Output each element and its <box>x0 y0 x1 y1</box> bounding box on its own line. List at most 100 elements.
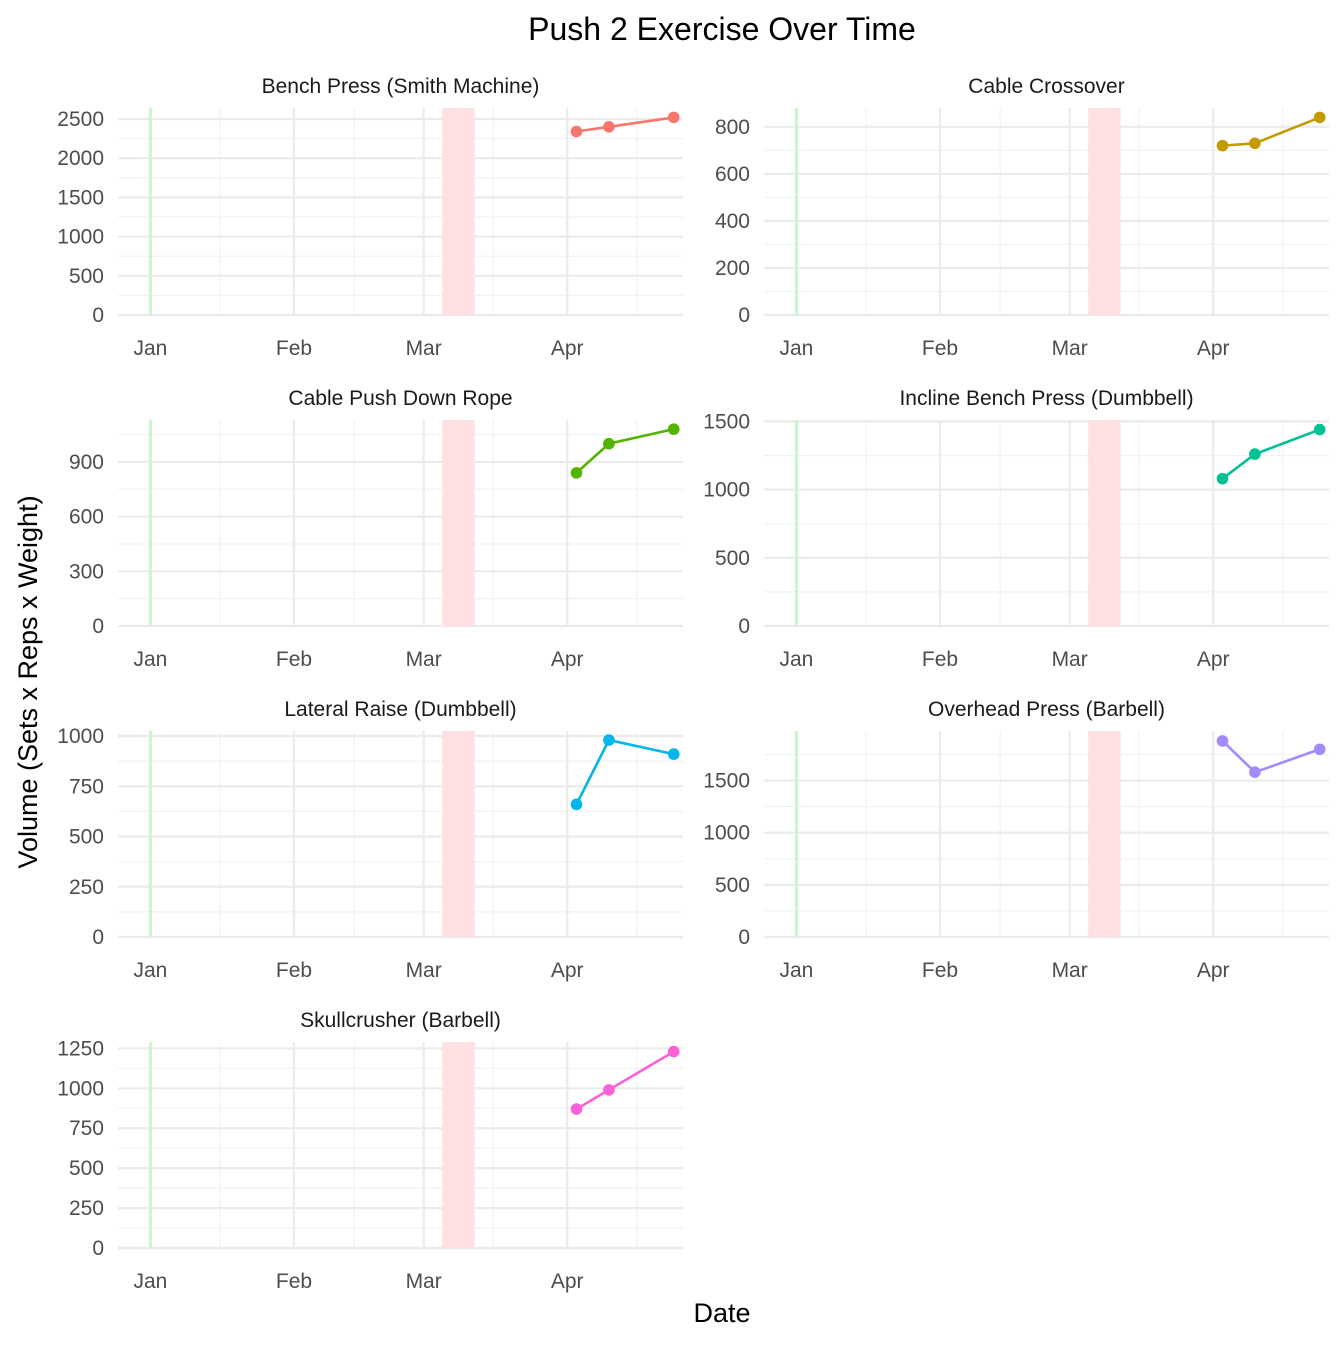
x-tick-label: Mar <box>406 1270 442 1293</box>
panel-title: Overhead Press (Barbell) <box>928 698 1165 721</box>
x-tick-label: Apr <box>551 1270 584 1293</box>
panel-overhead-press-barbell: 0 500 1000 1500 Jan Feb Mar Apr Overhead Press (… <box>703 698 1329 982</box>
x-axis-title: Date <box>693 1298 750 1328</box>
y-tick-label: 250 <box>69 1197 104 1220</box>
panel-title: Cable Crossover <box>968 75 1124 98</box>
x-tick-label: Jan <box>133 648 167 671</box>
y-tick-label: 600 <box>69 506 104 529</box>
y-tick-label: 750 <box>69 1117 104 1140</box>
y-tick-label: 1000 <box>703 822 750 845</box>
data-point <box>1249 137 1261 150</box>
x-tick-label: Apr <box>551 337 584 360</box>
shaded-region <box>148 420 152 626</box>
panel-incline-bench-press-dumbbell: 0 500 1000 1500 Jan Feb Mar Apr Incline Bench Pr… <box>703 387 1329 671</box>
panel-title: Cable Push Down Rope <box>288 387 512 410</box>
series-line <box>1221 739 1321 774</box>
series-line <box>1222 116 1321 147</box>
y-tick-label: 1500 <box>703 770 750 793</box>
shaded-region <box>442 108 475 315</box>
data-point <box>667 748 680 760</box>
data-point <box>667 423 680 435</box>
panel-title: Skullcrusher (Barbell) <box>300 1009 501 1032</box>
data-point <box>1313 743 1326 756</box>
y-tick-label: 1500 <box>57 186 104 209</box>
panel-cable-push-down-rope: 0 300 600 900 Jan Feb Mar Apr Cable Push Down Ro… <box>69 387 683 671</box>
data-point <box>570 798 583 811</box>
data-point <box>603 1084 615 1096</box>
data-point <box>1313 423 1326 436</box>
y-tick-label: 400 <box>715 210 750 233</box>
y-tick-label: 250 <box>69 876 104 899</box>
y-tick-label: 0 <box>738 304 750 327</box>
y-tick-label: 1000 <box>703 479 750 502</box>
y-tick-label: 1250 <box>57 1037 104 1060</box>
data-point <box>1249 766 1261 778</box>
y-tick-label: 0 <box>92 615 104 638</box>
y-tick-label: 1500 <box>703 410 750 433</box>
y-tick-label: 0 <box>92 1237 104 1260</box>
x-tick-label: Jan <box>133 959 167 982</box>
x-tick-label: Mar <box>406 648 442 671</box>
x-tick-label: Jan <box>133 337 167 360</box>
chart-title: Push 2 Exercise Over Time <box>528 11 916 47</box>
shaded-region <box>794 731 798 937</box>
data-point <box>603 437 615 450</box>
x-tick-label: Apr <box>551 648 584 671</box>
y-tick-label: 1000 <box>57 725 104 748</box>
shaded-region <box>442 1042 475 1248</box>
x-tick-label: Mar <box>1052 959 1088 982</box>
y-tick-label: 0 <box>738 615 750 638</box>
y-tick-label: 500 <box>715 874 750 897</box>
panel-title: Lateral Raise (Dumbbell) <box>284 698 516 721</box>
data-point <box>570 467 583 479</box>
panel-bench-press-smith-machine: 0 500 1000 1500 2000 2500 Jan Feb Mar Apr Bench Pr… <box>57 75 683 360</box>
y-tick-label: 800 <box>715 116 750 139</box>
panel-title: Incline Bench Press (Dumbbell) <box>899 387 1193 410</box>
data-point <box>1216 472 1229 485</box>
x-tick-label: Apr <box>1197 648 1230 671</box>
panel-lateral-raise-dumbbell: 0 250 500 750 1000 Jan Feb Mar Apr Lateral Raise … <box>57 698 683 982</box>
y-tick-label: 900 <box>69 451 104 474</box>
y-tick-label: 750 <box>69 775 104 798</box>
data-point <box>667 111 680 124</box>
y-tick-label: 500 <box>715 547 750 570</box>
x-tick-label: Jan <box>133 1270 167 1293</box>
y-tick-label: 1000 <box>57 1077 104 1100</box>
y-tick-label: 300 <box>69 560 104 583</box>
y-tick-label: 1000 <box>57 226 104 249</box>
x-tick-label: Feb <box>276 648 312 671</box>
series-line <box>575 1050 675 1111</box>
y-tick-label: 0 <box>92 926 104 949</box>
shaded-region <box>148 108 152 315</box>
x-tick-label: Feb <box>922 648 958 671</box>
x-tick-label: Feb <box>922 959 958 982</box>
data-point <box>667 1045 680 1058</box>
panel-title: Bench Press (Smith Machine) <box>262 75 540 98</box>
x-tick-label: Mar <box>406 337 442 360</box>
data-point <box>570 1103 583 1115</box>
shaded-region <box>442 420 475 626</box>
shaded-region <box>148 731 152 937</box>
y-tick-label: 500 <box>69 265 104 288</box>
data-point <box>603 121 615 133</box>
shaded-region <box>1088 108 1121 315</box>
shaded-region <box>442 731 475 937</box>
x-tick-label: Feb <box>276 337 312 360</box>
x-tick-label: Jan <box>779 959 813 982</box>
y-tick-label: 600 <box>715 163 750 186</box>
series-line <box>1221 428 1321 480</box>
x-tick-label: Mar <box>1052 648 1088 671</box>
data-point <box>570 125 583 138</box>
data-point <box>1313 111 1326 124</box>
x-tick-label: Mar <box>1052 337 1088 360</box>
y-tick-label: 0 <box>92 304 104 327</box>
y-tick-label: 200 <box>715 257 750 280</box>
shaded-region <box>1088 420 1121 626</box>
y-tick-label: 2000 <box>57 147 104 170</box>
x-tick-label: Apr <box>1197 337 1230 360</box>
x-tick-label: Apr <box>551 959 584 982</box>
data-point <box>1216 735 1229 747</box>
